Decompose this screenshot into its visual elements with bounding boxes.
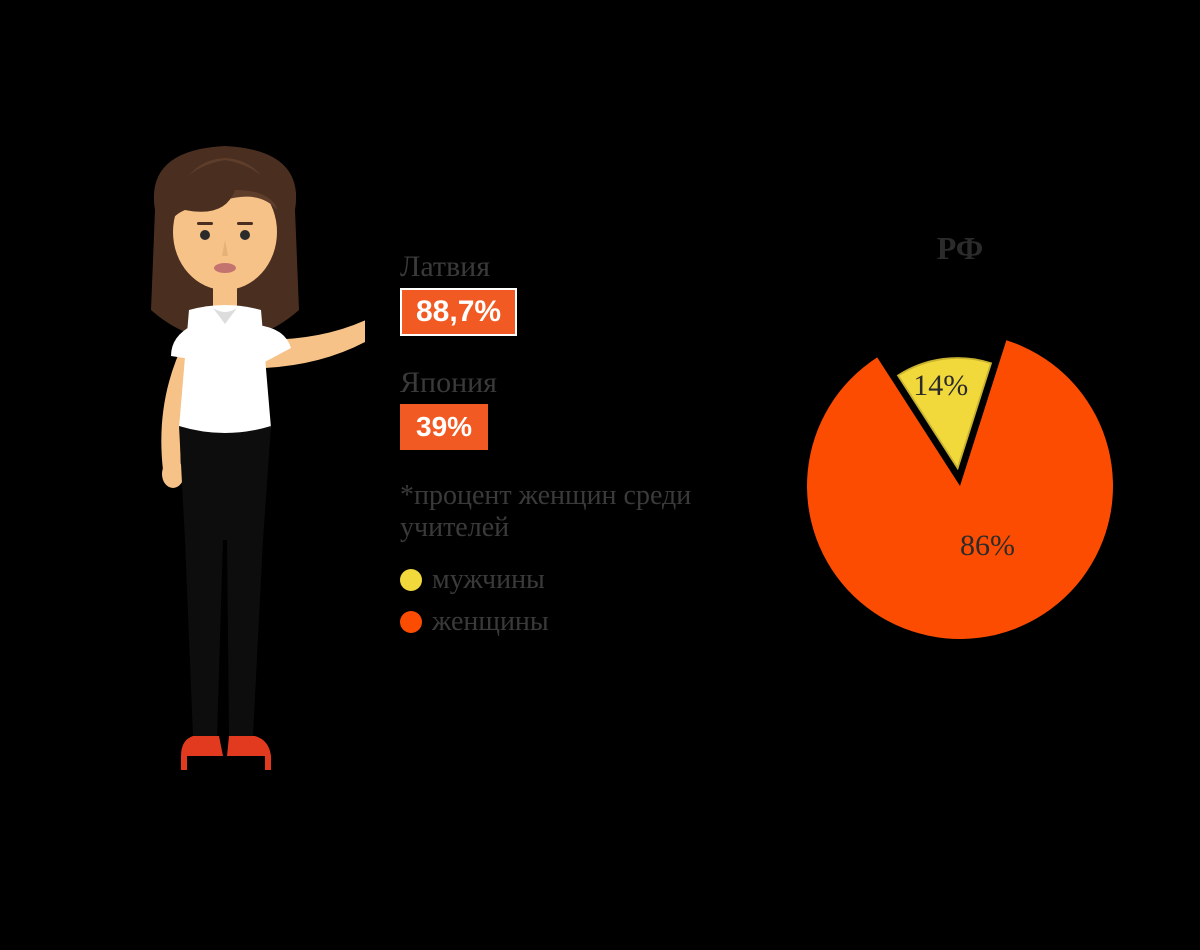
- pie-slice-label: 86%: [960, 529, 1015, 563]
- legend: мужчины женщины: [400, 564, 700, 638]
- legend-swatch-icon: [400, 611, 422, 633]
- woman-illustration: [85, 140, 365, 780]
- stat-label: Латвия: [400, 250, 700, 284]
- legend-item-men: мужчины: [400, 564, 700, 596]
- footnote-text: *процент женщин среди учителей: [400, 480, 700, 544]
- legend-label: женщины: [432, 606, 549, 638]
- stats-column: Латвия 88,7% Япония 39% *процент женщин …: [400, 250, 700, 648]
- stat-badge: 39%: [400, 404, 488, 450]
- stat-latvia: Латвия 88,7%: [400, 250, 700, 336]
- pie-slice-label: 14%: [913, 369, 968, 403]
- stat-badge: 88,7%: [400, 288, 517, 336]
- legend-swatch-icon: [400, 569, 422, 591]
- pie-wrap: 14% 86%: [780, 297, 1140, 657]
- stat-japan: Япония 39%: [400, 366, 700, 450]
- pie-chart: РФ 14% 86%: [760, 230, 1160, 657]
- pie-svg: [780, 297, 1140, 657]
- legend-item-women: женщины: [400, 606, 700, 638]
- stat-label: Япония: [400, 366, 700, 400]
- legend-label: мужчины: [432, 564, 545, 596]
- pie-title: РФ: [760, 230, 1160, 267]
